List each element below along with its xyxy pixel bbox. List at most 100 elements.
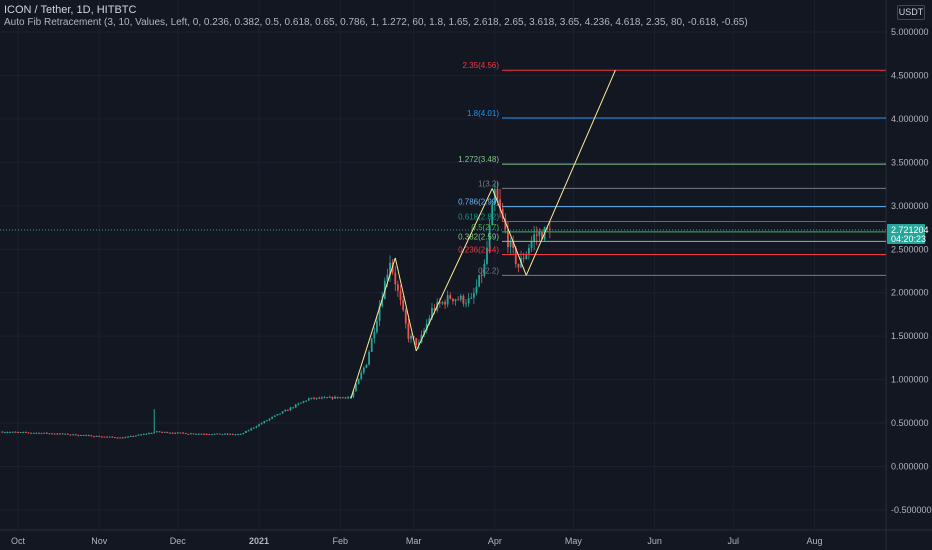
candle-body [289,407,292,411]
candle-body [27,432,30,434]
price-scale-label: 4.500000 [891,70,929,80]
candle-body [328,396,331,398]
candle-body [397,284,399,291]
time-scale-label: Feb [333,536,349,546]
candle-body [514,247,517,264]
candle-body [24,432,27,434]
candle-body [4,432,6,434]
candle-body [483,263,486,276]
candle-body [224,433,226,435]
candle-body [208,434,211,436]
candle-body [488,225,491,248]
candle-body [538,232,541,236]
time-scale-label: Mar [406,536,422,546]
price-scale-label: 0.500000 [891,418,929,428]
candle-body [234,434,237,436]
candle-body [441,301,444,304]
fib-level-label: 0.382(2.59) [458,232,499,241]
candle-body [69,434,72,436]
candle-body [245,431,247,433]
candle-body [148,433,150,435]
candle-body [365,364,368,368]
zigzag-segment [491,188,527,276]
candle-body [407,323,410,339]
candle-body [150,432,153,434]
candle-body [48,433,51,435]
candle-body [210,434,213,436]
candle-body [45,432,48,434]
current-price-value: 2.721204 [891,225,929,235]
candle-body [166,431,169,433]
candle-body [237,434,239,436]
candle-body [187,433,190,435]
candle-body [499,199,501,209]
candle-body [530,241,533,249]
candle-body [486,247,488,264]
candle-body [394,272,397,285]
candle-body [404,310,407,324]
candle-body [323,397,326,399]
candle-body [300,402,302,404]
candle-body [9,431,12,433]
candle-body [64,433,67,435]
candle-body [111,436,114,438]
candle-body [478,275,481,287]
candle-body [142,433,145,435]
time-scale-label: Dec [170,536,187,546]
candle-body [276,414,279,416]
candle-body [310,397,313,399]
candle-body [268,418,271,421]
candle-body [446,295,449,305]
indicator-legend[interactable]: Auto Fib Retracement (3, 10, Values, Lef… [4,17,748,28]
candle-body [59,433,61,435]
price-scale-label: 5.000000 [891,27,929,37]
fib-level-label: 0(2.2) [478,266,499,275]
time-scale-label: Jun [647,536,662,546]
symbol-title[interactable]: ICON / Tether, 1D, HITBTC [4,4,137,16]
candle-body [475,286,478,294]
candle-body [336,396,339,399]
price-scale-label: 0.000000 [891,462,929,472]
candle-body [22,432,25,434]
candle-body [528,248,530,254]
candle-body [72,434,74,436]
candle-body [389,262,391,275]
candle-body [292,407,294,409]
candle-body [11,431,14,433]
candle-body [347,397,350,399]
candle-body [344,397,347,399]
candle-body [226,433,229,435]
candle-body [412,335,415,339]
candle-body [169,432,171,434]
currency-button[interactable]: USDT [897,5,925,20]
candle-body [318,397,321,399]
candle-body [452,298,454,302]
candle-body [258,424,260,427]
candle-body [428,318,431,324]
candle-body [368,351,370,365]
candle-body [30,432,32,434]
candle-body [462,295,465,304]
price-scale-label: -0.500000 [891,505,932,515]
candle-body [470,297,473,299]
candle-body [56,433,59,435]
candle-body [192,433,195,435]
candle-body [341,397,344,399]
candle-body [114,437,116,439]
candle-body [410,335,412,339]
candle-body [74,434,77,436]
fib-level-label: 1.8(4.01) [467,109,499,118]
candle-body [61,433,64,435]
candle-body [127,436,129,438]
candle-body [231,433,234,435]
candle-body [93,436,95,438]
candle-body [221,434,224,436]
current-price-badge [887,224,925,245]
candle-body [373,332,376,339]
candle-body [145,433,148,435]
zigzag-segment [525,70,616,276]
candle-body [352,390,355,397]
candle-body [129,436,132,438]
candle-body [171,432,174,434]
